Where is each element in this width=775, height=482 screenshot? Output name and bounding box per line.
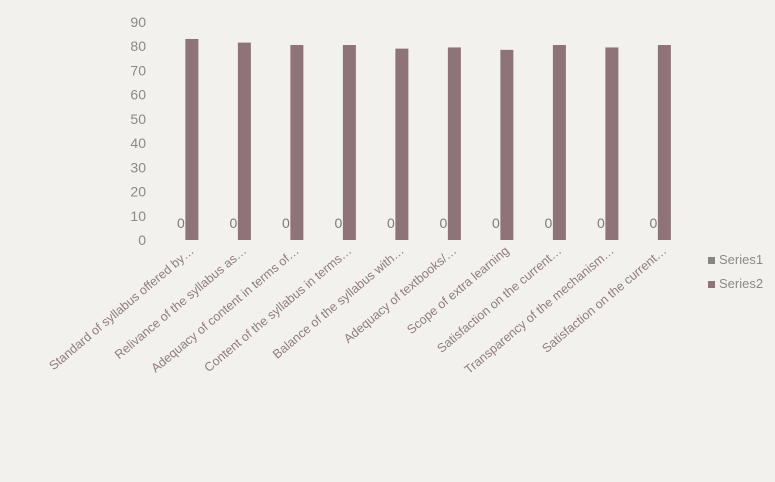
- data-label: 0: [597, 215, 605, 231]
- data-label: 0: [439, 215, 447, 231]
- bar-series2: [342, 45, 356, 241]
- legend-swatch: [708, 281, 715, 288]
- data-label: 0: [387, 215, 395, 231]
- bar-series2: [395, 48, 409, 241]
- legend-label: Series2: [719, 276, 763, 291]
- legend: Series1 Series2: [708, 252, 763, 291]
- data-label: 0: [229, 215, 237, 231]
- data-label: 0: [544, 215, 552, 231]
- data-labels: 0 0 0 0 0 0 0 0 0 0: [177, 215, 658, 231]
- legend-label: Series1: [719, 252, 763, 267]
- data-label: 0: [649, 215, 657, 231]
- y-tick-label: 90: [130, 14, 146, 30]
- bar-series2: [185, 38, 199, 241]
- y-tick-label: 60: [130, 87, 146, 103]
- x-tick-label: Scope of extra learning: [404, 244, 512, 337]
- y-tick-label: 50: [130, 111, 146, 127]
- y-tick-label: 0: [138, 232, 146, 248]
- legend-swatch: [708, 257, 715, 264]
- bar-series2: [657, 45, 671, 241]
- bar-series2: [605, 47, 619, 240]
- y-tick-label: 20: [130, 184, 146, 200]
- y-axis: 0 10 20 30 40 50 60 70 80 90: [130, 14, 146, 248]
- bar-series2: [500, 49, 514, 240]
- data-label: 0: [492, 215, 500, 231]
- bar-series2: [290, 45, 304, 241]
- bars: [185, 38, 671, 241]
- data-label: 0: [282, 215, 290, 231]
- data-label: 0: [177, 215, 185, 231]
- bar-series2: [447, 47, 461, 240]
- bar-series2: [552, 45, 566, 241]
- y-tick-label: 30: [130, 159, 146, 175]
- y-tick-label: 10: [130, 208, 146, 224]
- data-label: 0: [334, 215, 342, 231]
- y-tick-label: 70: [130, 62, 146, 78]
- y-tick-label: 80: [130, 38, 146, 54]
- x-axis-labels: Standard of syllabus offered by…Relivanc…: [46, 244, 669, 377]
- y-tick-label: 40: [130, 135, 146, 151]
- bar-series2: [237, 42, 251, 240]
